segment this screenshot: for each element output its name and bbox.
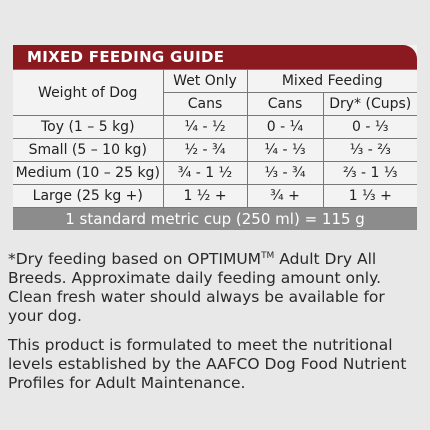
amount-cell: ⅓ - ⅔ xyxy=(322,138,418,162)
weight-cell: Medium (10 – 25 kg) xyxy=(13,161,164,185)
feeding-table: Weight of Dog Wet Only Mixed Feeding Can… xyxy=(13,69,418,230)
amount-cell: 1 ½ + xyxy=(162,184,248,208)
card-title: MIXED FEEDING GUIDE xyxy=(13,45,417,69)
table-footer: 1 standard metric cup (250 ml) = 115 g xyxy=(13,207,418,230)
column-header: Weight of Dog xyxy=(13,69,164,116)
note-text: Adult Dry All Breeds. Approximate daily … xyxy=(8,250,385,326)
column-header: Mixed Feeding xyxy=(246,69,418,93)
amount-cell: 1 ⅓ + xyxy=(322,184,418,208)
notes: *Dry feeding based on OPTIMUMTM Adult Dr… xyxy=(8,247,424,403)
trademark: TM xyxy=(261,251,275,261)
header-row: Weight of Dog Wet Only Mixed Feeding xyxy=(13,69,418,116)
amount-cell: ¼ - ⅓ xyxy=(246,138,324,162)
feeding-card: MIXED FEEDING GUIDE Weight of Dog Wet On… xyxy=(13,45,418,230)
weight-cell: Toy (1 – 5 kg) xyxy=(13,115,164,139)
table-row: Large (25 kg +) 1 ½ + ¾ +1 ⅓ + xyxy=(13,184,418,208)
amount-cell: ¾ + xyxy=(246,184,324,208)
subheader-row: Cans Cans Dry* (Cups) xyxy=(13,92,418,116)
sub-header: Cans xyxy=(246,92,324,116)
note-text: *Dry feeding based on OPTIMUM xyxy=(8,250,262,269)
weight-cell: Large (25 kg +) xyxy=(13,184,164,208)
amount-cell: ¾ - 1 ½ xyxy=(162,161,248,185)
weight-cell: Small (5 – 10 kg) xyxy=(13,138,164,162)
note: *Dry feeding based on OPTIMUMTM Adult Dr… xyxy=(8,247,424,326)
sub-header: Cans xyxy=(163,92,248,116)
amount-cell: 0 - ¼ xyxy=(246,115,324,139)
column-header: Wet Only xyxy=(162,69,248,93)
amount-cell: ¼ - ½ xyxy=(162,115,248,139)
amount-cell: ⅓ - ¾ xyxy=(246,161,324,185)
amount-cell: 0 - ⅓ xyxy=(322,115,418,139)
sub-header: Dry* (Cups) xyxy=(322,92,418,116)
amount-cell: ½ - ¾ xyxy=(162,138,248,162)
note: This product is formulated to meet the n… xyxy=(8,336,407,393)
amount-cell: ⅔ - 1 ⅓ xyxy=(322,161,418,185)
footer-row: 1 standard metric cup (250 ml) = 115 g xyxy=(13,207,418,230)
